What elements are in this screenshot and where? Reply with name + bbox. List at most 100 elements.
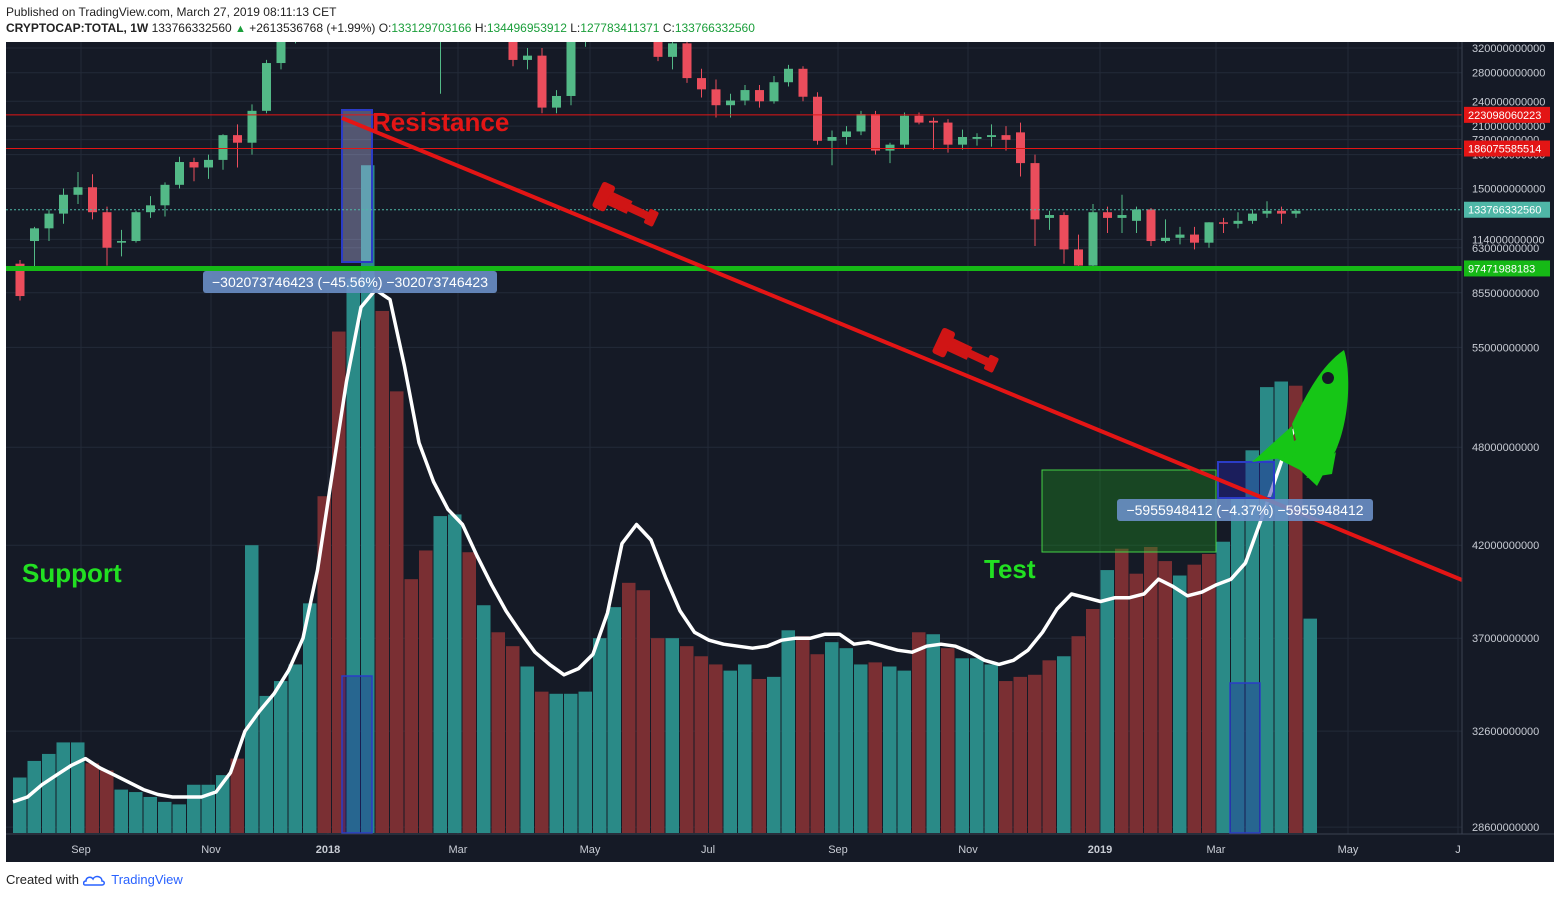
- ohlc-line: CRYPTOCAP:TOTAL, 1W 133766332560 ▲ +2613…: [6, 20, 755, 37]
- candle-body: [755, 90, 764, 102]
- volume-bar: [1245, 450, 1259, 833]
- volume-bar: [1013, 676, 1027, 833]
- candle-body: [1103, 212, 1112, 218]
- chart-header: Published on TradingView.com, March 27, …: [6, 4, 755, 37]
- svg-text:97471988183: 97471988183: [1468, 263, 1535, 275]
- volume-bar: [883, 666, 897, 833]
- volume-bar: [680, 646, 694, 833]
- candle-body: [218, 135, 228, 160]
- volume-bars: [13, 165, 1317, 833]
- candle-body: [914, 115, 924, 123]
- volume-bar: [419, 550, 433, 833]
- time-tick-label: Sep: [828, 844, 848, 856]
- price-tick-label: 28600000000: [1472, 822, 1539, 834]
- volume-bar: [665, 638, 679, 833]
- open-value: 133129703166: [391, 21, 472, 35]
- volume-bar: [288, 664, 302, 833]
- volume-bar: [317, 496, 331, 833]
- measure-label-top: −302073746423 (−45.56%) −302073746423: [203, 271, 497, 293]
- volume-bar: [361, 165, 375, 833]
- candle-body: [1161, 237, 1170, 242]
- volume-bar: [1187, 564, 1201, 833]
- candle-body: [1219, 222, 1228, 224]
- volume-bar: [129, 792, 143, 833]
- volume-bar: [1216, 541, 1230, 833]
- candle-body: [1074, 249, 1083, 266]
- time-tick-label: Sep: [71, 844, 91, 856]
- volume-bar: [56, 742, 70, 833]
- candle-body: [247, 110, 257, 143]
- high-label: H:: [474, 21, 487, 35]
- volume-bar: [1042, 660, 1056, 833]
- price-chart[interactable]: Resistance Support Test −302073746423 (−…: [6, 42, 1554, 862]
- volume-bar: [709, 664, 723, 833]
- price-labels: 223098060223 186075585514 133766332560 9747…: [1464, 106, 1550, 277]
- time-tick-label: Nov: [201, 844, 221, 856]
- candle-body: [1291, 210, 1301, 214]
- low-label: L:: [570, 21, 581, 35]
- candle-body: [59, 194, 68, 214]
- volume-bar: [1028, 674, 1042, 833]
- volume-highlight-box-right: [1229, 682, 1261, 834]
- volume-bar: [1231, 497, 1245, 833]
- volume-bar: [274, 681, 288, 833]
- close-label: C:: [662, 21, 675, 35]
- volume-bar: [651, 638, 665, 833]
- volume-bar: [259, 695, 273, 833]
- price-tick-label: 63000000000: [1472, 243, 1539, 255]
- volume-bar: [491, 632, 505, 833]
- candle-body: [523, 55, 532, 60]
- candle-body: [1204, 222, 1214, 243]
- volume-bar: [839, 648, 853, 833]
- candle-body: [1248, 213, 1257, 221]
- candle-body: [813, 96, 822, 141]
- volume-bar: [578, 691, 592, 833]
- gavel-icon: [592, 181, 659, 227]
- candle-body: [1175, 234, 1185, 238]
- svg-text:186075585514: 186075585514: [1468, 144, 1541, 156]
- candle-body: [885, 144, 895, 151]
- candle-body: [972, 136, 982, 139]
- price-tick-label: 48000000000: [1472, 442, 1539, 454]
- close-value: 133766332560: [674, 21, 755, 35]
- volume-bar: [622, 582, 636, 833]
- volume-bar: [825, 642, 839, 833]
- low-value: 127783411371: [580, 21, 660, 35]
- candle-body: [1045, 215, 1054, 218]
- candle-body: [798, 68, 808, 97]
- symbol-label: CRYPTOCAP:TOTAL, 1W: [6, 21, 149, 35]
- volume-bar: [1303, 618, 1317, 833]
- price-tick-label: 150000000000: [1472, 183, 1545, 195]
- volume-bar: [143, 796, 157, 833]
- support-label: Support: [22, 558, 122, 588]
- volume-bar: [13, 777, 27, 833]
- volume-bar: [375, 310, 389, 833]
- price-tick-label: 42000000000: [1472, 540, 1539, 552]
- volume-bar: [404, 579, 418, 833]
- high-value: 134496953912: [486, 21, 567, 35]
- volume-moving-average: [12, 287, 1335, 804]
- volume-bar: [1202, 553, 1216, 833]
- volume-bar: [477, 605, 491, 833]
- volume-bar: [1071, 636, 1085, 833]
- volume-bar: [42, 753, 56, 833]
- candle-body: [15, 263, 25, 297]
- candle-body: [856, 114, 866, 132]
- volume-bar: [1100, 570, 1114, 833]
- volume-bar: [941, 648, 955, 833]
- tradingview-link[interactable]: TradingView: [111, 872, 183, 887]
- candle-body: [740, 90, 750, 101]
- support-price-label: 97471988183: [1464, 260, 1550, 277]
- candle-body: [146, 205, 155, 213]
- candle-body: [566, 42, 576, 96]
- volume-bar: [27, 760, 41, 833]
- volume-bar: [520, 666, 534, 833]
- volume-bar: [999, 681, 1013, 833]
- candle-body: [537, 55, 547, 108]
- price-tick-label: 320000000000: [1472, 43, 1545, 55]
- candle-body: [508, 42, 518, 60]
- candle-body: [1132, 209, 1141, 221]
- last-price: 133766332560: [151, 21, 232, 35]
- price-change: +2613536768 (+1.99%): [249, 21, 376, 35]
- time-tick-label: J: [1455, 844, 1461, 856]
